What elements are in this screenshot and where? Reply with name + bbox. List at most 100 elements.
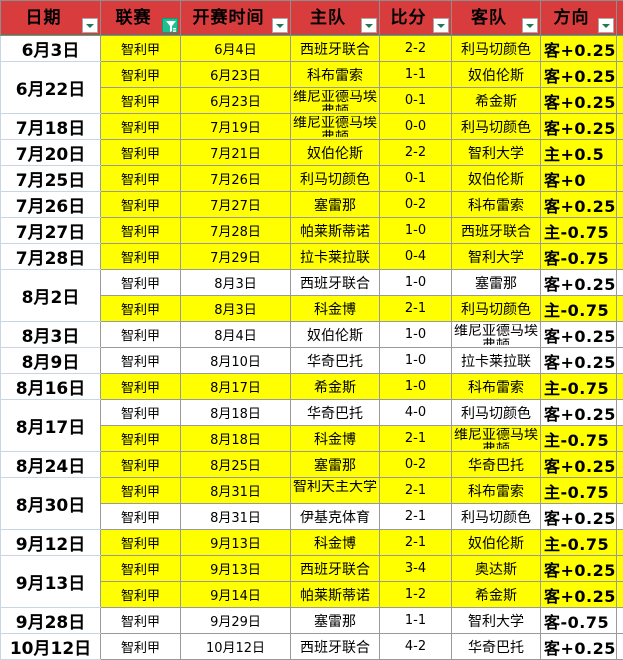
cell-result[interactable]: 胜 bbox=[617, 556, 623, 582]
cell-start-time[interactable]: 8月18日 bbox=[181, 426, 291, 452]
cell-league[interactable]: 智利甲 bbox=[101, 244, 181, 270]
cell-league[interactable]: 智利甲 bbox=[101, 400, 181, 426]
cell-league[interactable]: 智利甲 bbox=[101, 556, 181, 582]
cell-result[interactable]: 负 bbox=[617, 504, 623, 530]
cell-start-time[interactable]: 7月19日 bbox=[181, 114, 291, 140]
cell-direction[interactable]: 客-0.75 bbox=[541, 244, 617, 270]
cell-direction[interactable]: 客+0.25 bbox=[541, 634, 617, 660]
cell-result[interactable]: 胜 bbox=[617, 452, 623, 478]
cell-score[interactable]: 2-1 bbox=[380, 504, 452, 530]
cell-away-team[interactable]: 塞雷那 bbox=[452, 270, 541, 296]
cell-start-time[interactable]: 7月21日 bbox=[181, 140, 291, 166]
cell-result[interactable]: 胜 bbox=[617, 374, 623, 400]
cell-league[interactable]: 智利甲 bbox=[101, 374, 181, 400]
cell-start-time[interactable]: 8月3日 bbox=[181, 296, 291, 322]
cell-away-team[interactable]: 利马切颜色 bbox=[452, 504, 541, 530]
cell-away-team[interactable]: 利马切颜色 bbox=[452, 114, 541, 140]
cell-home-team[interactable]: 科金博 bbox=[291, 426, 380, 452]
cell-home-team[interactable]: 西班牙联合 bbox=[291, 36, 380, 62]
cell-start-time[interactable]: 9月14日 bbox=[181, 582, 291, 608]
cell-home-team[interactable]: 维尼亚德马埃弗顿 bbox=[291, 88, 380, 114]
cell-date[interactable]: 10月12日 bbox=[1, 634, 101, 660]
cell-score[interactable]: 1-0 bbox=[380, 270, 452, 296]
cell-away-team[interactable]: 智利大学 bbox=[452, 244, 541, 270]
cell-start-time[interactable]: 9月13日 bbox=[181, 556, 291, 582]
cell-home-team[interactable]: 科布雷索 bbox=[291, 62, 380, 88]
cell-direction[interactable]: 主-0.75 bbox=[541, 296, 617, 322]
cell-direction[interactable]: 客+0.25 bbox=[541, 114, 617, 140]
cell-away-team[interactable]: 华奇巴托 bbox=[452, 634, 541, 660]
cell-result[interactable]: 胜 bbox=[617, 114, 623, 140]
cell-league[interactable]: 智利甲 bbox=[101, 426, 181, 452]
cell-date[interactable]: 9月28日 bbox=[1, 608, 101, 634]
cell-direction[interactable]: 主-0.75 bbox=[541, 530, 617, 556]
cell-date[interactable]: 9月13日 bbox=[1, 556, 101, 608]
cell-date[interactable]: 7月28日 bbox=[1, 244, 101, 270]
cell-result[interactable]: 胜 bbox=[617, 244, 623, 270]
cell-home-team[interactable]: 利马切颜色 bbox=[291, 166, 380, 192]
cell-date[interactable]: 8月3日 bbox=[1, 322, 101, 348]
cell-score[interactable]: 4-0 bbox=[380, 400, 452, 426]
cell-score[interactable]: 1-1 bbox=[380, 608, 452, 634]
cell-away-team[interactable]: 维尼亚德马埃弗顿 bbox=[452, 426, 541, 452]
cell-start-time[interactable]: 7月27日 bbox=[181, 192, 291, 218]
cell-result[interactable]: 胜 bbox=[617, 62, 623, 88]
cell-start-time[interactable]: 8月17日 bbox=[181, 374, 291, 400]
cell-home-team[interactable]: 西班牙联合 bbox=[291, 270, 380, 296]
column-header-league[interactable]: 联赛 bbox=[101, 1, 181, 36]
column-header-dir[interactable]: 方向 bbox=[541, 1, 617, 36]
cell-direction[interactable]: 客+0.25 bbox=[541, 36, 617, 62]
cell-score[interactable]: 0-1 bbox=[380, 88, 452, 114]
cell-start-time[interactable]: 6月4日 bbox=[181, 36, 291, 62]
cell-home-team[interactable]: 塞雷那 bbox=[291, 192, 380, 218]
cell-away-team[interactable]: 希金斯 bbox=[452, 582, 541, 608]
cell-start-time[interactable]: 7月26日 bbox=[181, 166, 291, 192]
cell-direction[interactable]: 客+0.25 bbox=[541, 504, 617, 530]
cell-start-time[interactable]: 8月10日 bbox=[181, 348, 291, 374]
cell-home-team[interactable]: 帕莱斯蒂诺 bbox=[291, 582, 380, 608]
cell-home-team[interactable]: 拉卡莱拉联 bbox=[291, 244, 380, 270]
cell-score[interactable]: 1-0 bbox=[380, 348, 452, 374]
cell-result[interactable]: 负 bbox=[617, 634, 623, 660]
cell-away-team[interactable]: 科布雷索 bbox=[452, 478, 541, 504]
cell-league[interactable]: 智利甲 bbox=[101, 452, 181, 478]
cell-league[interactable]: 智利甲 bbox=[101, 166, 181, 192]
cell-league[interactable]: 智利甲 bbox=[101, 608, 181, 634]
cell-away-team[interactable]: 智利大学 bbox=[452, 140, 541, 166]
cell-date[interactable]: 8月9日 bbox=[1, 348, 101, 374]
cell-home-team[interactable]: 塞雷那 bbox=[291, 608, 380, 634]
cell-league[interactable]: 智利甲 bbox=[101, 530, 181, 556]
cell-date[interactable]: 7月26日 bbox=[1, 192, 101, 218]
cell-start-time[interactable]: 8月31日 bbox=[181, 504, 291, 530]
cell-start-time[interactable]: 6月23日 bbox=[181, 62, 291, 88]
cell-date[interactable]: 8月30日 bbox=[1, 478, 101, 530]
cell-date[interactable]: 7月27日 bbox=[1, 218, 101, 244]
cell-away-team[interactable]: 西班牙联合 bbox=[452, 218, 541, 244]
cell-result[interactable]: 胜 bbox=[617, 426, 623, 452]
cell-home-team[interactable]: 科金博 bbox=[291, 296, 380, 322]
cell-direction[interactable]: 主-0.75 bbox=[541, 374, 617, 400]
cell-score[interactable]: 2-1 bbox=[380, 530, 452, 556]
cell-score[interactable]: 4-2 bbox=[380, 634, 452, 660]
cell-direction[interactable]: 客+0.25 bbox=[541, 270, 617, 296]
cell-direction[interactable]: 主-0.75 bbox=[541, 426, 617, 452]
cell-direction[interactable]: 客+0.25 bbox=[541, 62, 617, 88]
cell-home-team[interactable]: 伊基克体育 bbox=[291, 504, 380, 530]
cell-score[interactable]: 0-4 bbox=[380, 244, 452, 270]
cell-away-team[interactable]: 科布雷索 bbox=[452, 192, 541, 218]
cell-league[interactable]: 智利甲 bbox=[101, 634, 181, 660]
cell-start-time[interactable]: 8月4日 bbox=[181, 322, 291, 348]
cell-result[interactable]: 负 bbox=[617, 322, 623, 348]
cell-result[interactable]: 胜 bbox=[617, 166, 623, 192]
cell-league[interactable]: 智利甲 bbox=[101, 36, 181, 62]
